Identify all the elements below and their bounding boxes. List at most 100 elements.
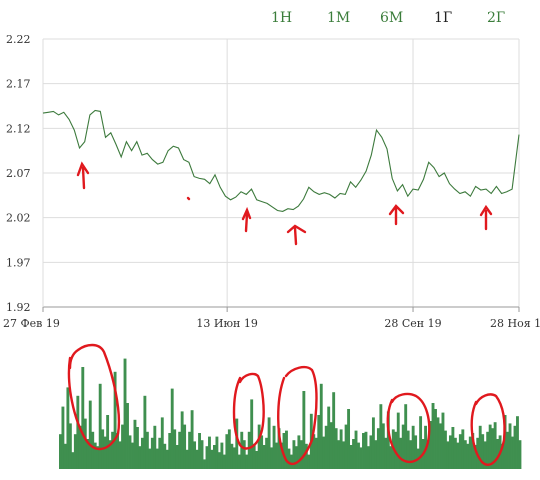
volume-bar: [379, 404, 383, 469]
volume-bar: [453, 437, 457, 469]
volume-bar: [205, 446, 209, 469]
tab-1-month[interactable]: 1М: [327, 10, 351, 26]
volume-bar: [111, 431, 115, 469]
volume-bar: [272, 425, 276, 469]
volume-bar: [190, 410, 194, 469]
volume-bar: [473, 445, 477, 469]
volume-bar: [195, 449, 199, 469]
volume-bar: [180, 411, 184, 469]
volume-bar: [106, 415, 110, 469]
volume-bar: [463, 440, 467, 469]
volume-bar: [173, 429, 177, 469]
volume-bar: [183, 424, 187, 469]
tab-2-years[interactable]: 2Г: [487, 10, 506, 26]
volume-bar: [163, 443, 167, 469]
hand-drawn-annotations: [67, 161, 506, 466]
volume-bar: [245, 454, 249, 469]
volume-bar: [260, 435, 264, 469]
grid: [42, 38, 520, 312]
volume-bar: [511, 436, 514, 469]
volume-bar: [88, 400, 92, 469]
volume-bar: [429, 421, 432, 469]
volume-bar: [113, 371, 117, 469]
volume-bar: [220, 442, 224, 469]
volume-bar: [98, 383, 102, 469]
volume-bar: [329, 422, 333, 469]
volume-bar: [252, 443, 256, 469]
volume-bar: [327, 406, 331, 469]
volume-bar: [481, 434, 485, 469]
volume-bar: [362, 433, 365, 469]
volume-bar: [73, 434, 77, 469]
volume-bar: [339, 429, 343, 469]
volume-bar: [483, 441, 487, 469]
y-tick-label: 2.17: [6, 78, 31, 91]
tab-1-week[interactable]: 1Н: [271, 10, 293, 26]
volume-bar: [371, 417, 375, 469]
tab-1-year[interactable]: 1Г: [434, 10, 453, 26]
volume-bar: [153, 425, 157, 469]
volume-bar: [68, 423, 72, 469]
volume-bar: [213, 445, 216, 469]
x-axis-tick-labels: 27 Фев 19 13 Июн 19 28 Сен 19 28 Ноя 19: [3, 317, 540, 330]
range-tabs: 1Н 1М 6М 1Г 2Г: [0, 10, 540, 32]
tab-6-months[interactable]: 6М: [380, 10, 404, 26]
volume-bar: [352, 439, 355, 469]
volume-bar: [367, 446, 370, 469]
volume-bar: [215, 436, 219, 469]
volume-bar: [513, 425, 517, 469]
y-tick-label: 2.07: [6, 167, 31, 180]
volume-bar: [444, 430, 447, 469]
volume-bar: [292, 440, 296, 469]
y-tick-label: 2.22: [6, 33, 31, 46]
volume-bar: [324, 425, 328, 469]
price-series: [42, 109, 520, 212]
volume-bar: [319, 383, 323, 469]
volume-bar: [131, 442, 134, 469]
volume-bar: [250, 399, 254, 469]
volume-bar: [175, 445, 179, 469]
volume-bar: [81, 367, 85, 469]
volume-bar: [188, 431, 192, 469]
volume-bar: [71, 452, 75, 469]
volume-bar: [344, 424, 348, 469]
volume-bar: [411, 425, 415, 469]
x-tick-label: 28 Ноя 19: [490, 317, 540, 330]
volume-bar: [312, 434, 316, 469]
volume-bar: [409, 440, 413, 469]
volume-bar: [262, 445, 266, 469]
volume-bar: [381, 423, 385, 469]
volume-bar: [386, 411, 390, 469]
volume-bar: [155, 448, 159, 469]
volume-bar: [419, 416, 423, 469]
volume-bar: [322, 436, 326, 469]
volume-bar: [516, 416, 519, 469]
volume-bar: [302, 391, 306, 469]
volume-bar: [342, 441, 346, 469]
volume-bar: [364, 431, 368, 469]
volume-series: [59, 358, 522, 469]
volume-bar: [359, 447, 363, 469]
volume-bar: [290, 454, 293, 469]
volume-bar: [150, 437, 154, 469]
price-line: [42, 109, 520, 212]
volume-bar: [208, 436, 211, 469]
volume-bar: [185, 449, 189, 469]
volume-bar: [503, 415, 507, 469]
volume-bar: [518, 440, 522, 469]
volume-bar: [200, 440, 204, 469]
y-tick-label: 2.12: [6, 122, 31, 135]
volume-bar: [376, 428, 380, 469]
volume-bar: [61, 406, 65, 469]
volume-bar: [448, 435, 452, 469]
volume-bar: [436, 417, 440, 469]
volume-bar: [451, 427, 455, 469]
volume-bar: [128, 435, 132, 469]
volume-bar: [299, 440, 303, 469]
volume-bar: [332, 392, 336, 469]
volume-bar: [282, 433, 286, 469]
volume-bar: [314, 437, 318, 469]
volume-bar: [96, 446, 100, 469]
volume-bar: [230, 443, 234, 469]
